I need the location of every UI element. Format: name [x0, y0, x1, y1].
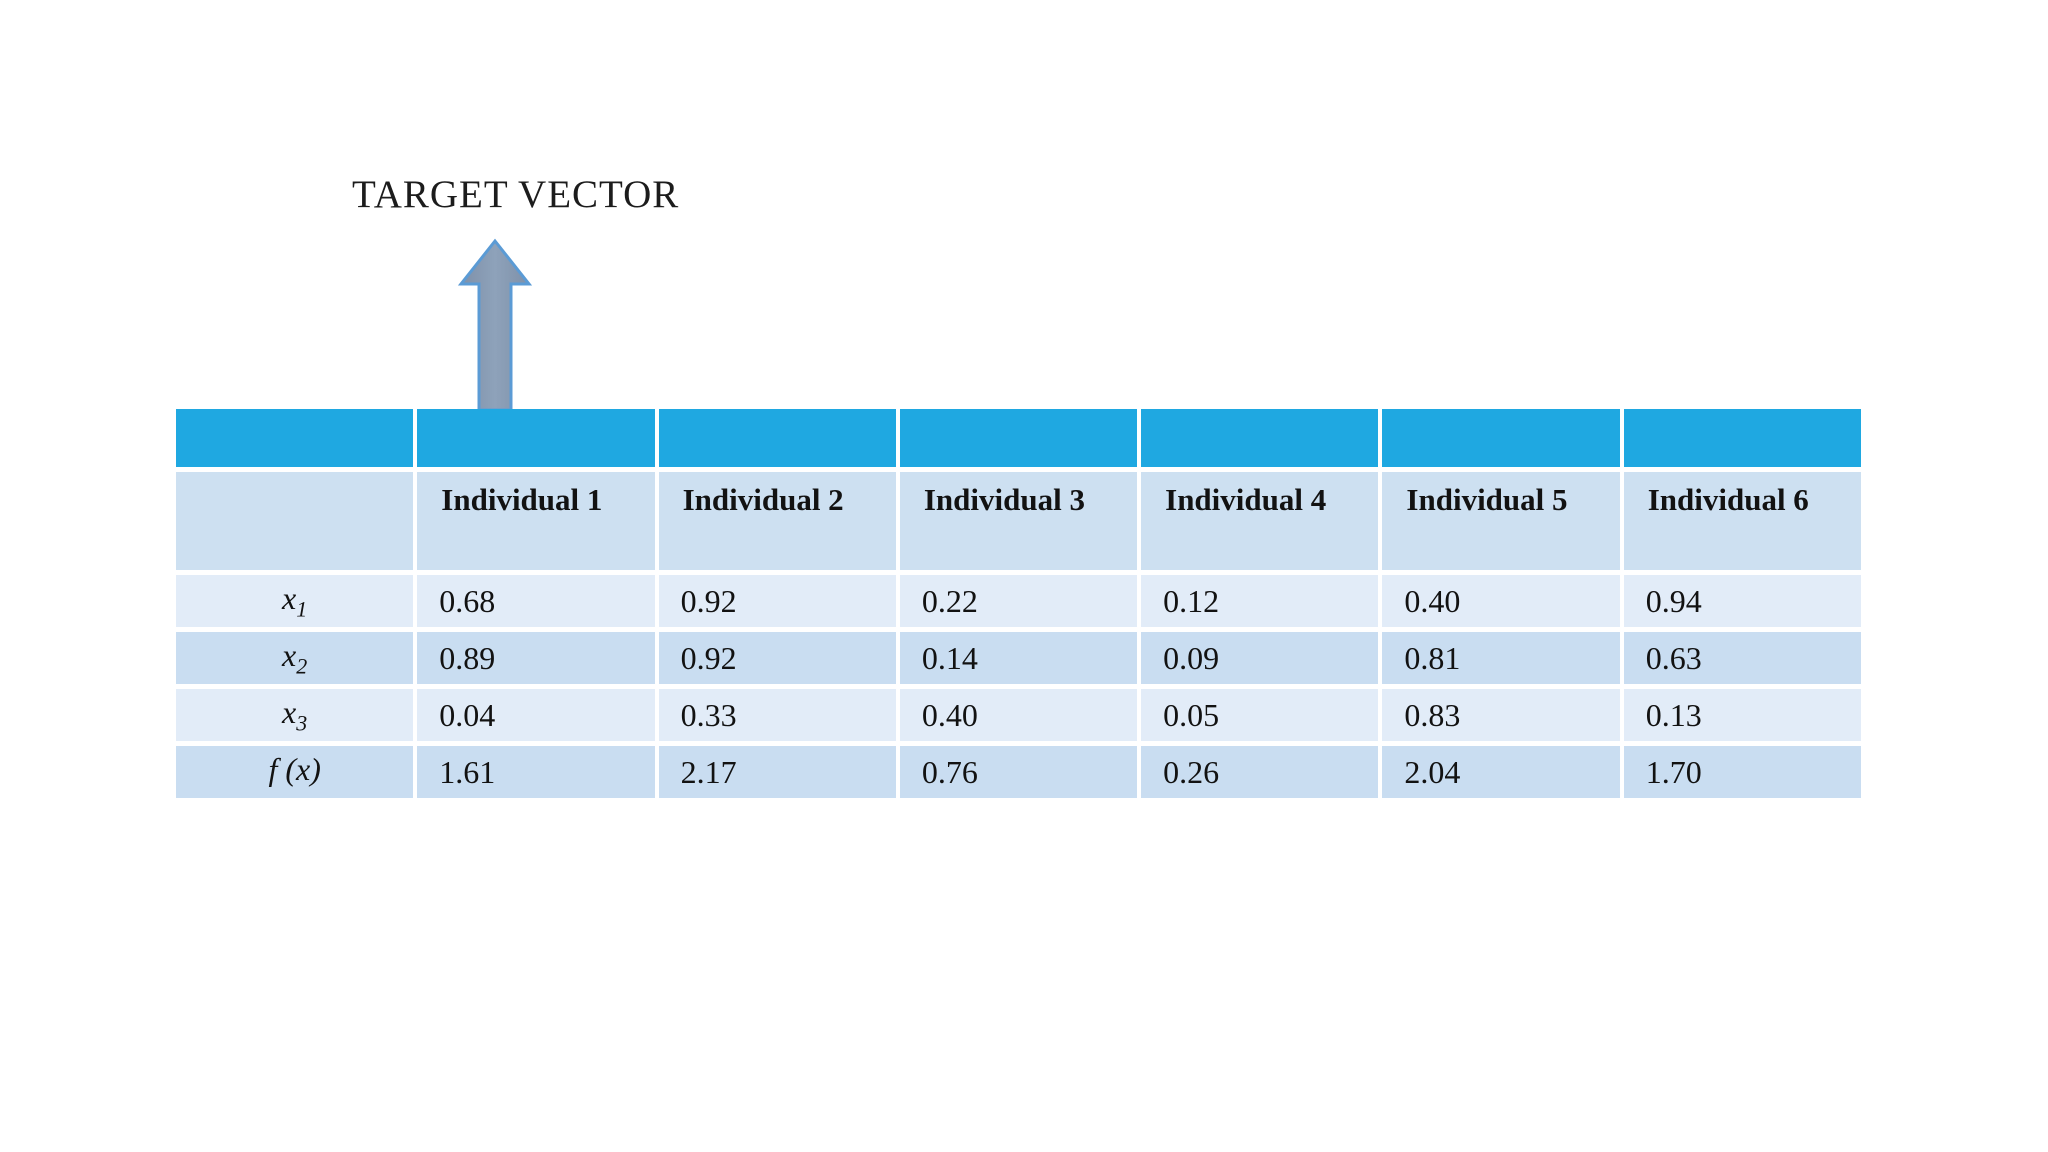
target-vector-label: TARGET VECTOR: [352, 173, 680, 216]
header-cell: Individual 4: [1141, 472, 1379, 570]
row-label: x2: [176, 632, 414, 684]
value-cell: 1.61: [417, 746, 655, 798]
value-cell: 0.09: [1141, 632, 1379, 684]
band-cell: [417, 409, 655, 467]
band-cell: [1623, 409, 1861, 467]
header-cell: Individual 1: [417, 472, 655, 570]
value-cell: 0.94: [1623, 575, 1861, 627]
table-row-x2: x2 0.89 0.92 0.14 0.09 0.81 0.63: [176, 632, 1861, 684]
value-cell: 0.68: [417, 575, 655, 627]
individuals-table: Individual 1 Individual 2 Individual 3 I…: [172, 404, 1865, 803]
value-cell: 0.33: [658, 689, 896, 741]
value-cell: 0.89: [417, 632, 655, 684]
row-label: x1: [176, 575, 414, 627]
value-cell: 0.04: [417, 689, 655, 741]
header-cell: Individual 6: [1623, 472, 1861, 570]
value-cell: 1.70: [1623, 746, 1861, 798]
value-cell: 0.92: [658, 632, 896, 684]
value-cell: 0.26: [1141, 746, 1379, 798]
value-cell: 0.40: [1382, 575, 1620, 627]
table-row-x3: x3 0.04 0.33 0.40 0.05 0.83 0.13: [176, 689, 1861, 741]
value-cell: 0.14: [899, 632, 1138, 684]
band-cell: [658, 409, 896, 467]
row-label: f (x): [176, 746, 414, 798]
value-cell: 0.12: [1141, 575, 1379, 627]
up-arrow-icon: [455, 238, 535, 412]
cyan-band-row: [176, 409, 1861, 467]
header-row: Individual 1 Individual 2 Individual 3 I…: [176, 472, 1861, 570]
value-cell: 0.13: [1623, 689, 1861, 741]
header-cell-empty: [176, 472, 414, 570]
header-cell: Individual 3: [899, 472, 1138, 570]
table-row-x1: x1 0.68 0.92 0.22 0.12 0.40 0.94: [176, 575, 1861, 627]
value-cell: 0.63: [1623, 632, 1861, 684]
band-cell: [899, 409, 1138, 467]
table-row-fx: f (x) 1.61 2.17 0.76 0.26 2.04 1.70: [176, 746, 1861, 798]
band-cell: [1382, 409, 1620, 467]
value-cell: 0.92: [658, 575, 896, 627]
row-label: x3: [176, 689, 414, 741]
value-cell: 0.40: [899, 689, 1138, 741]
value-cell: 0.81: [1382, 632, 1620, 684]
header-cell: Individual 2: [658, 472, 896, 570]
value-cell: 2.17: [658, 746, 896, 798]
value-cell: 0.83: [1382, 689, 1620, 741]
value-cell: 0.76: [899, 746, 1138, 798]
band-cell: [1141, 409, 1379, 467]
value-cell: 0.05: [1141, 689, 1379, 741]
value-cell: 0.22: [899, 575, 1138, 627]
band-cell: [176, 409, 414, 467]
value-cell: 2.04: [1382, 746, 1620, 798]
header-cell: Individual 5: [1382, 472, 1620, 570]
